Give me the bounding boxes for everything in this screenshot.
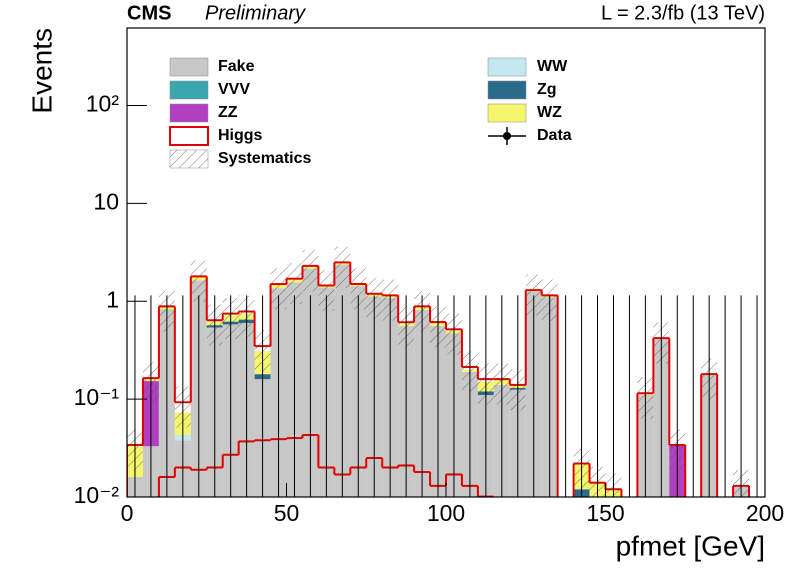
legend-swatch [169,57,209,77]
legend-swatch [487,80,527,100]
systematics-band [190,260,207,302]
y-tick-label: 10⁻¹ [74,384,120,410]
chart-subtitle: Preliminary [205,2,306,24]
legend-swatch [169,149,209,169]
legend-label: Zg [537,81,557,98]
y-axis-label: Events [26,28,57,114]
systematics-band [270,268,287,310]
systematics-band [286,262,303,305]
y-tick-label: 10² [86,91,120,117]
x-axis-label: pfmet [GeV] [616,530,765,561]
systematics-band [350,268,367,310]
legend-label: WW [537,58,568,75]
legend-swatch [169,80,209,100]
x-tick-label: 50 [274,500,300,526]
x-tick-label: 150 [586,500,624,526]
legend-label: WZ [537,104,562,121]
y-tick-label: 10 [93,188,119,214]
legend-swatch [487,57,527,77]
legend-swatch [169,103,209,123]
systematics-band [334,246,351,288]
plot-frame [126,27,766,498]
legend-swatch [503,132,511,140]
legend-label: Higgs [218,127,263,144]
legend-label: Systematics [218,150,311,167]
plot-area [127,246,758,497]
systematics-band [318,269,335,311]
legend-label: VVV [218,81,250,98]
x-tick-label: 100 [427,500,465,526]
chart-title: CMS [127,2,171,24]
legend-label: Fake [218,58,255,75]
legend-label: Data [537,127,572,144]
systematics-band [525,274,542,316]
luminosity-label: L = 2.3/fb (13 TeV) [601,2,765,24]
x-tick-label: 0 [121,500,134,526]
overlay: 10⁻² 10⁻¹ 1 10 10² 0 50 100 150 200 Fake VVV ZZ WW Zg W… [74,57,784,526]
x-tick-label: 200 [746,500,784,526]
legend-swatch [169,126,209,146]
systematics-band [302,250,319,292]
y-tick-label: 1 [106,286,119,312]
legend-swatch [487,103,527,123]
legend-label: ZZ [218,104,238,121]
y-tick-label: 10⁻² [74,482,120,508]
